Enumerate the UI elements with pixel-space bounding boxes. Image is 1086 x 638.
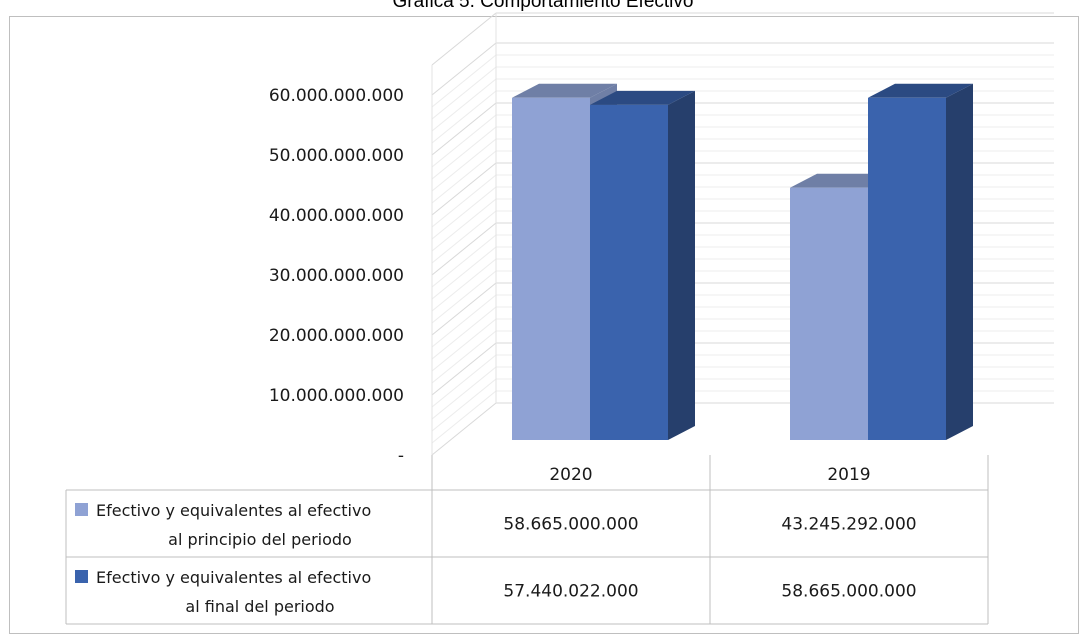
legend-label: Efectivo y equivalentes al efectivo — [96, 501, 371, 520]
gridline-side — [431, 222, 497, 276]
bar-top — [590, 90, 695, 105]
gridline-side-minor — [431, 234, 497, 288]
legend-label: al principio del periodo — [168, 530, 352, 549]
table-header-2020: 2020 — [549, 465, 592, 485]
bar — [590, 90, 695, 441]
gridline-side-minor — [431, 390, 497, 444]
table-header-2019: 2019 — [827, 465, 870, 485]
y-tick-label: 30.000.000.000 — [269, 266, 404, 286]
bar — [868, 83, 973, 440]
gridline-side — [431, 282, 497, 336]
y-tick-label: 20.000.000.000 — [269, 326, 404, 346]
gridline-side — [431, 342, 497, 396]
bar-side — [946, 83, 973, 440]
legend-label: Efectivo y equivalentes al efectivo — [96, 568, 371, 587]
bar-front — [512, 97, 590, 440]
gridline-side-minor — [431, 378, 497, 432]
table-value: 58.665.000.000 — [781, 582, 916, 602]
gridline-side-minor — [431, 270, 497, 324]
gridline-side-minor — [431, 198, 497, 252]
gridline-side-minor — [431, 174, 497, 228]
gridline-side-minor — [431, 246, 497, 300]
legend-label: al final del periodo — [185, 597, 334, 616]
y-tick-label: - — [398, 446, 404, 466]
gridline-side-minor — [431, 114, 497, 168]
chart-frame — [9, 16, 1079, 634]
gridline-side-minor — [431, 318, 497, 372]
bar-front — [868, 97, 946, 440]
gridline-side-minor — [431, 66, 497, 120]
gridline-side-minor — [431, 210, 497, 264]
gridline-side-minor — [431, 78, 497, 132]
table-value: 57.440.022.000 — [503, 582, 638, 602]
y-tick-label: 50.000.000.000 — [269, 146, 404, 166]
data-table — [65, 455, 989, 625]
gridline-side-minor — [431, 294, 497, 348]
gridline-side-minor — [431, 54, 497, 108]
bar-front — [590, 104, 668, 441]
bar-top — [512, 83, 617, 98]
table-value: 43.245.292.000 — [781, 515, 916, 535]
gridline-side-minor — [431, 90, 497, 144]
bar-side — [668, 90, 695, 441]
gridline-side-minor — [431, 258, 497, 312]
gridline-side-minor — [431, 150, 497, 204]
gridline-side-minor — [431, 354, 497, 408]
gridline-side — [431, 402, 497, 456]
gridline-side-minor — [431, 306, 497, 360]
legend-swatch — [75, 570, 88, 583]
y-tick-label: 10.000.000.000 — [269, 386, 404, 406]
gridline-side-minor — [431, 366, 497, 420]
table-value: 58.665.000.000 — [503, 515, 638, 535]
page-title: Gráfica 5. Comportamiento Efectivo — [392, 0, 694, 12]
gridline-side — [431, 12, 497, 66]
y-tick-label: 60.000.000.000 — [269, 86, 404, 106]
gridline-side-minor — [431, 330, 497, 384]
bar-front — [790, 187, 868, 440]
gridline-side-minor — [431, 126, 497, 180]
bar-top — [868, 83, 973, 98]
gridline-side — [431, 162, 497, 216]
gridline-side-minor — [431, 138, 497, 192]
gridline-side — [431, 42, 497, 96]
y-tick-label: 40.000.000.000 — [269, 206, 404, 226]
gridline-side — [431, 102, 497, 156]
gridline-side-minor — [431, 186, 497, 240]
legend-swatch — [75, 503, 88, 516]
